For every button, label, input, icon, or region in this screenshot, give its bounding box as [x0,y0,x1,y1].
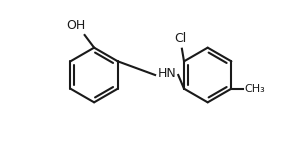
Text: CH₃: CH₃ [244,84,265,94]
Text: Cl: Cl [175,32,187,45]
Text: OH: OH [67,19,86,32]
Text: HN: HN [157,68,176,80]
